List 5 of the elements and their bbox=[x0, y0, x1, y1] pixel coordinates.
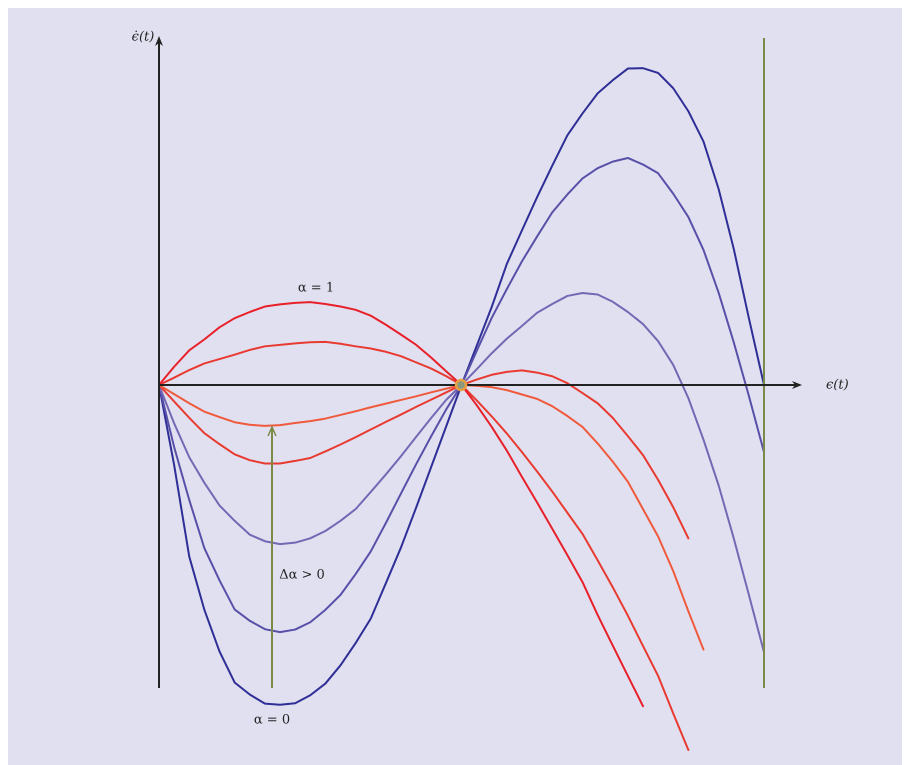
y-axis-title: ϵ̇(t) bbox=[132, 29, 154, 44]
annotation: α = 0 bbox=[254, 712, 290, 728]
annotation: Δα > 0 bbox=[279, 567, 325, 582]
annotation: α = 1 bbox=[298, 280, 334, 296]
x-axis-title: ϵ(t) bbox=[826, 377, 849, 392]
